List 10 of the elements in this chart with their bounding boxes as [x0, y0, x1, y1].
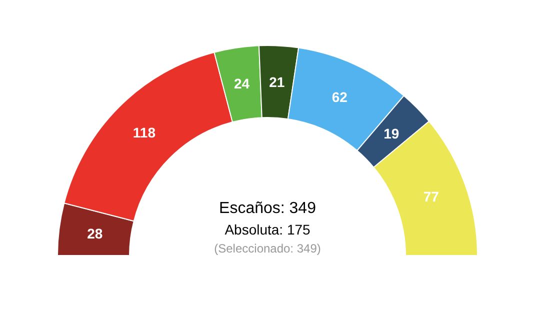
- data-label: 21: [269, 74, 285, 90]
- data-label: 28: [87, 226, 103, 242]
- data-label: 62: [332, 89, 348, 106]
- data-label: 24: [234, 75, 250, 92]
- text: Absoluta: 175: [224, 222, 311, 238]
- text: (Seleccionado: 349): [214, 242, 321, 256]
- data-label: 77: [423, 188, 440, 204]
- data-label: 118: [132, 124, 156, 141]
- text: Escaños: 349: [219, 200, 316, 217]
- data-label: 19: [384, 125, 400, 142]
